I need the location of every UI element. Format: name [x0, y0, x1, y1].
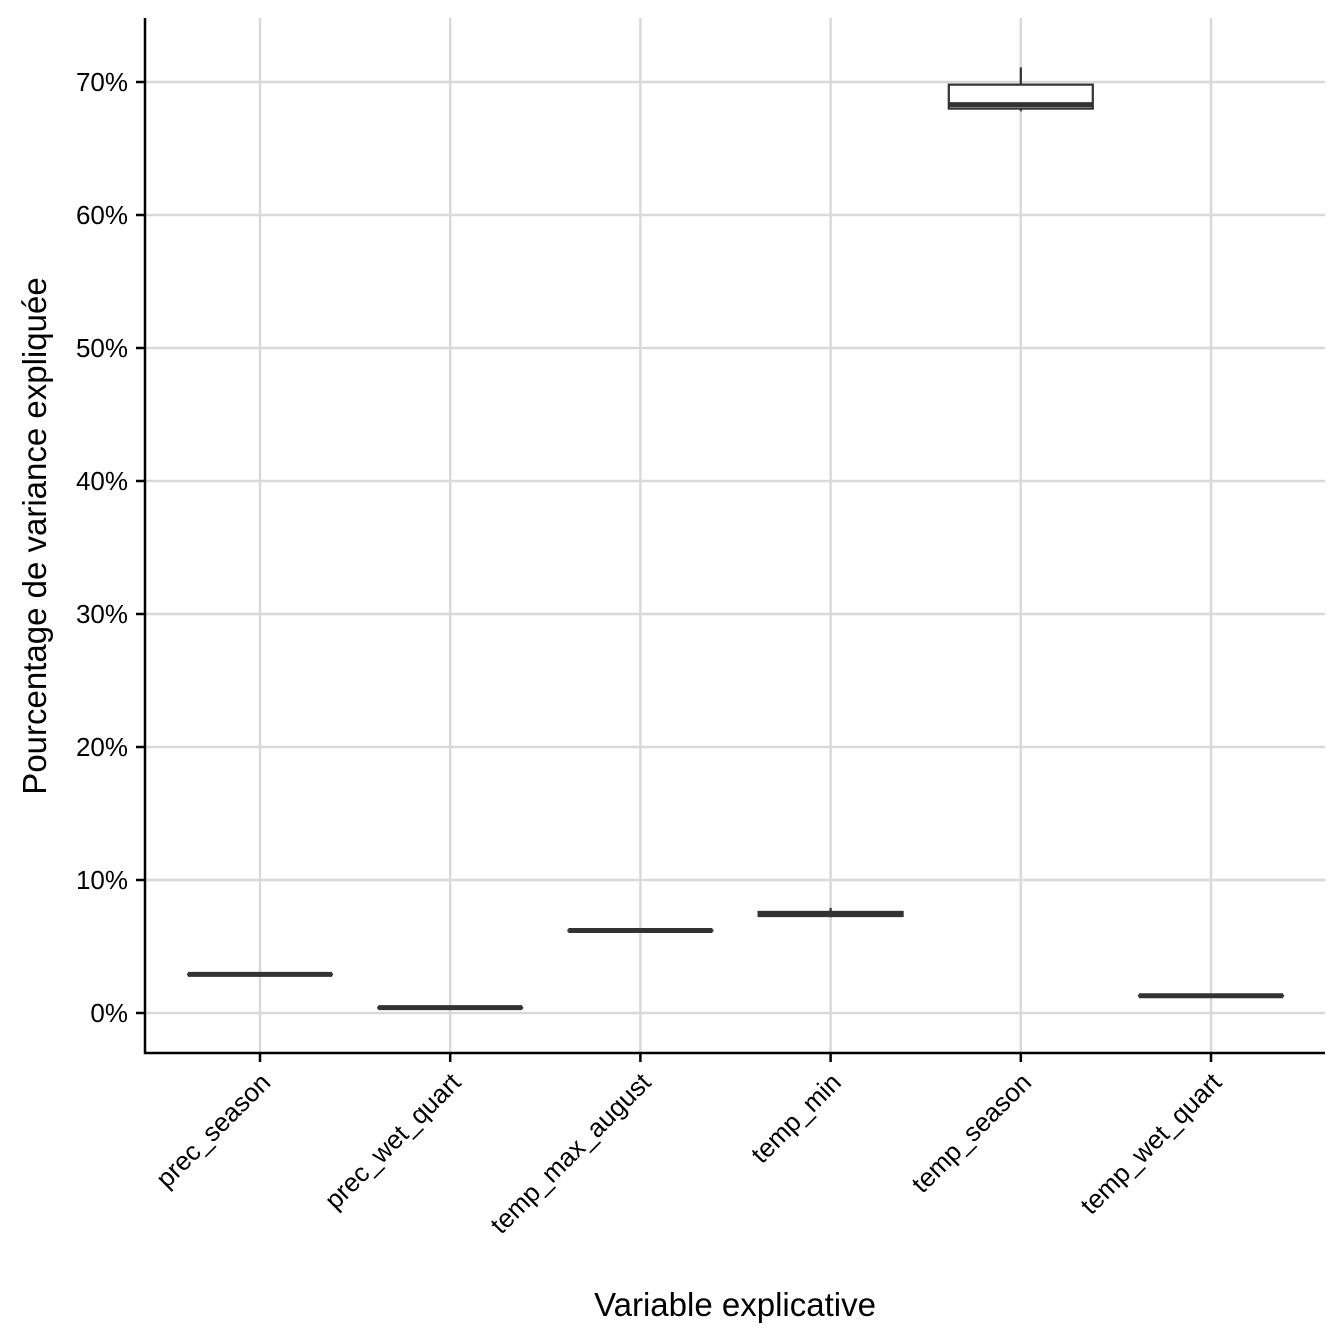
y-tick-label: 30%: [76, 599, 128, 629]
boxes: [186, 67, 1285, 1011]
x-tick-label: temp_min: [745, 1067, 847, 1169]
x-tick-label: temp_wet_quart: [1074, 1066, 1228, 1220]
y-tick-label: 20%: [76, 732, 128, 762]
y-axis-title: Pourcentage de variance expliquée: [16, 277, 53, 794]
y-tick-labels: 0% 10% 20% 30% 40% 50% 60% 70%: [76, 67, 128, 1028]
box-temp_min: [757, 907, 904, 918]
axes: [136, 18, 1325, 1062]
x-axis-title: Variable explicative: [594, 1286, 876, 1323]
y-tick-label: 60%: [76, 200, 128, 230]
x-tick-label: temp_max_august: [484, 1066, 657, 1239]
y-tick-label: 0%: [90, 998, 128, 1028]
y-tick-label: 70%: [76, 67, 128, 97]
x-tick-label: prec_season: [150, 1067, 276, 1193]
y-tick-label: 10%: [76, 865, 128, 895]
x-tick-labels: prec_season prec_wet_quart temp_max_august…: [150, 1066, 1228, 1239]
x-tick-label: temp_season: [905, 1067, 1037, 1199]
y-tick-label: 40%: [76, 466, 128, 496]
y-tick-label: 50%: [76, 333, 128, 363]
grid: [145, 18, 1325, 1053]
box-temp_season: [947, 67, 1094, 112]
x-tick-label: prec_wet_quart: [318, 1066, 466, 1214]
